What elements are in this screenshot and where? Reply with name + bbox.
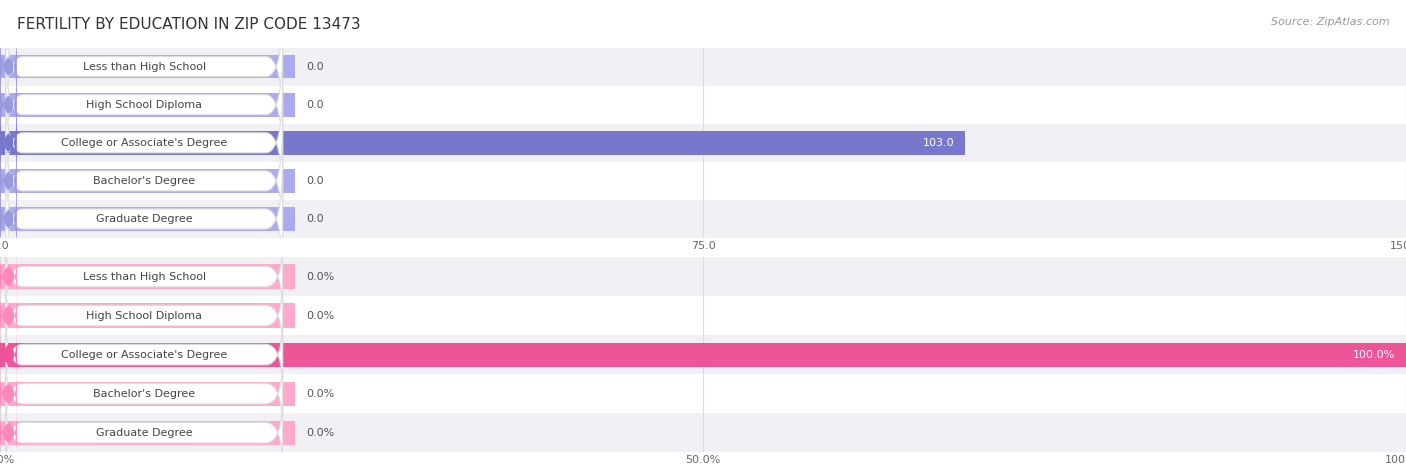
Text: 0.0%: 0.0%: [307, 388, 335, 399]
Text: 0.0: 0.0: [307, 176, 325, 186]
Bar: [0, 169, 295, 193]
Bar: [0, 374, 1406, 413]
FancyBboxPatch shape: [6, 240, 283, 313]
Text: 0.0: 0.0: [307, 214, 325, 224]
Bar: [0, 296, 1406, 335]
Bar: [0, 343, 1406, 367]
FancyBboxPatch shape: [6, 279, 283, 352]
Bar: [0, 86, 1406, 124]
Text: Bachelor's Degree: Bachelor's Degree: [93, 388, 195, 399]
Bar: [0, 131, 966, 155]
FancyBboxPatch shape: [0, 412, 17, 454]
Text: FERTILITY BY EDUCATION IN ZIP CODE 13473: FERTILITY BY EDUCATION IN ZIP CODE 13473: [17, 17, 360, 32]
Bar: [0, 200, 1406, 238]
Bar: [0, 55, 295, 79]
FancyBboxPatch shape: [0, 373, 17, 415]
Text: 0.0: 0.0: [307, 61, 325, 72]
Text: 0.0: 0.0: [307, 99, 325, 110]
Text: College or Associate's Degree: College or Associate's Degree: [60, 138, 228, 148]
FancyBboxPatch shape: [0, 107, 17, 178]
Bar: [0, 207, 295, 231]
Bar: [0, 48, 1406, 86]
FancyBboxPatch shape: [0, 295, 17, 337]
Text: Less than High School: Less than High School: [83, 61, 205, 72]
FancyBboxPatch shape: [6, 357, 283, 430]
FancyBboxPatch shape: [0, 334, 17, 376]
Text: Bachelor's Degree: Bachelor's Degree: [93, 176, 195, 186]
FancyBboxPatch shape: [6, 122, 283, 239]
Text: 103.0: 103.0: [922, 138, 955, 148]
FancyBboxPatch shape: [6, 84, 283, 201]
Bar: [0, 265, 295, 288]
Text: 0.0%: 0.0%: [307, 427, 335, 438]
Text: High School Diploma: High School Diploma: [86, 99, 202, 110]
FancyBboxPatch shape: [6, 8, 283, 125]
Bar: [0, 304, 295, 327]
FancyBboxPatch shape: [6, 318, 283, 391]
Text: 0.0%: 0.0%: [307, 310, 335, 321]
Text: 100.0%: 100.0%: [1353, 349, 1395, 360]
FancyBboxPatch shape: [0, 31, 17, 102]
Bar: [0, 257, 1406, 296]
FancyBboxPatch shape: [6, 160, 283, 278]
FancyBboxPatch shape: [0, 183, 17, 255]
FancyBboxPatch shape: [0, 256, 17, 298]
Bar: [0, 335, 1406, 374]
Bar: [0, 382, 295, 406]
Bar: [0, 124, 1406, 162]
Text: Graduate Degree: Graduate Degree: [96, 427, 193, 438]
Bar: [0, 162, 1406, 200]
FancyBboxPatch shape: [6, 46, 283, 163]
Bar: [0, 421, 295, 445]
Text: High School Diploma: High School Diploma: [86, 310, 202, 321]
Text: Less than High School: Less than High School: [83, 271, 205, 282]
Text: Source: ZipAtlas.com: Source: ZipAtlas.com: [1271, 17, 1389, 27]
Text: College or Associate's Degree: College or Associate's Degree: [60, 349, 228, 360]
FancyBboxPatch shape: [6, 396, 283, 469]
FancyBboxPatch shape: [0, 145, 17, 217]
Bar: [0, 93, 295, 117]
Text: 0.0%: 0.0%: [307, 271, 335, 282]
FancyBboxPatch shape: [0, 69, 17, 140]
Text: Graduate Degree: Graduate Degree: [96, 214, 193, 224]
Bar: [0, 413, 1406, 452]
